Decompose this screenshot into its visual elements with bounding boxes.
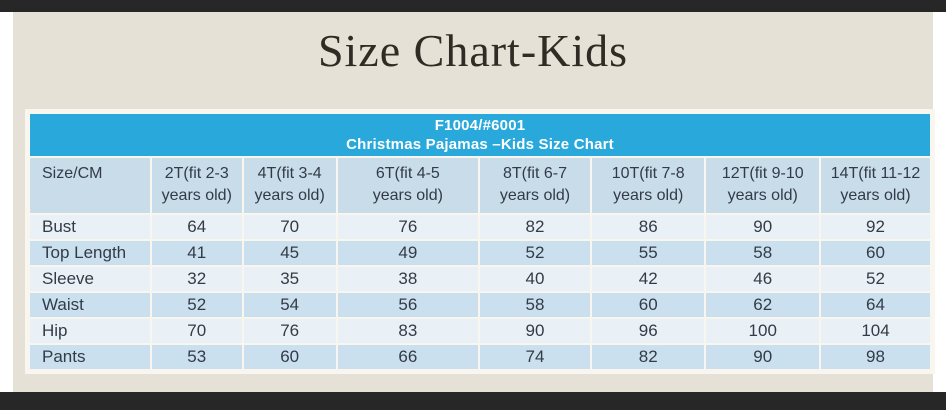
size-value: 104 (819, 317, 932, 345)
size-value: 90 (704, 343, 822, 371)
column-header-line: 10T(fit 7-8 (611, 165, 685, 182)
table-row-hip: Hip 70 76 83 90 96 100 104 (28, 317, 932, 345)
column-header-2t: 2T(fit 2-3 years old) (149, 156, 244, 215)
size-value: 52 (478, 239, 592, 267)
size-value: 70 (241, 213, 338, 241)
size-value: 55 (589, 239, 707, 267)
column-header-row: Size/CM 2T(fit 2-3 years old) 4T(fit 3-4… (28, 156, 932, 215)
row-label: Waist (28, 291, 152, 319)
size-value: 64 (819, 291, 932, 319)
slide-background: Size Chart-Kids F1004/#6001 Christmas Pa… (13, 12, 935, 392)
column-header-line: years old) (372, 187, 443, 204)
column-header-line: years old) (499, 187, 571, 204)
size-value: 64 (149, 213, 244, 241)
table-row-waist: Waist 52 54 56 58 60 62 64 (28, 291, 932, 319)
size-value: 76 (335, 213, 481, 241)
page-title: Size Chart-Kids (317, 25, 629, 76)
column-header-10t: 10T(fit 7-8 years old) (589, 156, 707, 215)
size-value: 54 (241, 291, 338, 319)
column-header-line: 4T(fit 3-4 (257, 165, 322, 182)
size-value: 32 (149, 265, 244, 293)
size-value: 40 (478, 265, 592, 293)
size-value: 90 (478, 317, 592, 345)
top-letterbox-bar (0, 0, 946, 12)
size-value: 49 (335, 239, 481, 267)
table-title-cell: F1004/#6001 Christmas Pajamas –Kids Size… (28, 112, 932, 158)
table-row-pants: Pants 53 60 66 74 82 90 98 (28, 343, 932, 371)
size-value: 60 (241, 343, 338, 371)
size-value: 42 (589, 265, 707, 293)
row-label: Sleeve (28, 265, 152, 293)
size-chart-table-panel: F1004/#6001 Christmas Pajamas –Kids Size… (25, 109, 935, 374)
bottom-letterbox-bar (0, 392, 946, 410)
column-header-6t: 6T(fit 4-5 years old) (335, 156, 481, 215)
size-value: 56 (335, 291, 481, 319)
size-value: 60 (819, 239, 932, 267)
size-value: 83 (335, 317, 481, 345)
column-header-line: years old) (161, 187, 232, 204)
size-value: 92 (819, 213, 932, 241)
column-header-4t: 4T(fit 3-4 years old) (241, 156, 338, 215)
size-value: 66 (335, 343, 481, 371)
column-header-12t: 12T(fit 9-10 years old) (704, 156, 822, 215)
column-header-line: 2T(fit 2-3 (164, 165, 229, 182)
table-row-sleeve: Sleeve 32 35 38 40 42 46 52 (28, 265, 932, 293)
size-value: 70 (149, 317, 244, 345)
table-title-band: F1004/#6001 Christmas Pajamas –Kids Size… (28, 112, 932, 158)
row-label: Hip (28, 317, 152, 345)
size-value: 58 (478, 291, 592, 319)
size-value: 62 (704, 291, 822, 319)
column-header-line: years old) (254, 187, 325, 204)
size-value: 82 (589, 343, 707, 371)
size-value: 45 (241, 239, 338, 267)
size-value: 86 (589, 213, 707, 241)
size-value: 53 (149, 343, 244, 371)
product-code: F1004/#6001 (434, 117, 526, 134)
column-header-line: 6T(fit 4-5 (375, 165, 440, 182)
column-header-14t: 14T(fit 11-12 years old) (819, 156, 932, 215)
size-value: 38 (335, 265, 481, 293)
unit-header-cell: Size/CM (28, 156, 152, 215)
size-value: 41 (149, 239, 244, 267)
column-header-line: 14T(fit 11-12 (830, 165, 921, 182)
table-row-bust: Bust 64 70 76 82 86 90 92 (28, 213, 932, 241)
row-label: Top Length (28, 239, 152, 267)
row-label: Bust (28, 213, 152, 241)
column-header-line: 8T(fit 6-7 (502, 165, 567, 182)
size-value: 98 (819, 343, 932, 371)
table-subtitle: Christmas Pajamas –Kids Size Chart (346, 136, 614, 153)
size-value: 96 (589, 317, 707, 345)
size-value: 46 (704, 265, 822, 293)
size-value: 52 (819, 265, 932, 293)
size-value: 52 (149, 291, 244, 319)
column-header-line: 12T(fit 9-10 (721, 165, 804, 182)
column-header-line: years old) (613, 187, 684, 204)
size-value: 100 (704, 317, 822, 345)
size-value: 35 (241, 265, 338, 293)
size-value: 76 (241, 317, 338, 345)
size-value: 60 (589, 291, 707, 319)
column-header-line: years old) (727, 187, 798, 204)
column-header-8t: 8T(fit 6-7 years old) (478, 156, 592, 215)
row-label: Pants (28, 343, 152, 371)
size-value: 74 (478, 343, 592, 371)
size-chart-table: F1004/#6001 Christmas Pajamas –Kids Size… (28, 112, 932, 371)
column-header-line: years old) (840, 187, 911, 204)
size-value: 58 (704, 239, 822, 267)
size-value: 82 (478, 213, 592, 241)
table-row-top-length: Top Length 41 45 49 52 55 58 60 (28, 239, 932, 267)
size-value: 90 (704, 213, 822, 241)
